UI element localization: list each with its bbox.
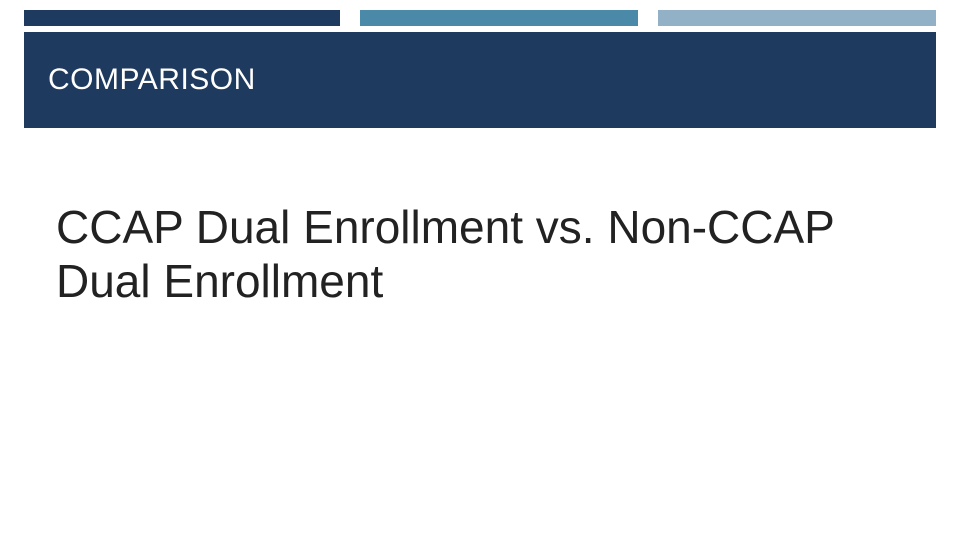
body-text: CCAP Dual Enrollment vs. Non-CCAP Dual E… <box>56 200 904 309</box>
decorative-top-bar <box>0 10 960 26</box>
bar-segment-2 <box>360 10 638 26</box>
bar-segment-1 <box>24 10 340 26</box>
body-block: CCAP Dual Enrollment vs. Non-CCAP Dual E… <box>56 200 904 309</box>
slide: COMPARISON CCAP Dual Enrollment vs. Non-… <box>0 0 960 540</box>
header-title: COMPARISON <box>48 63 256 97</box>
header-block: COMPARISON <box>24 32 936 128</box>
bar-segment-3 <box>658 10 936 26</box>
